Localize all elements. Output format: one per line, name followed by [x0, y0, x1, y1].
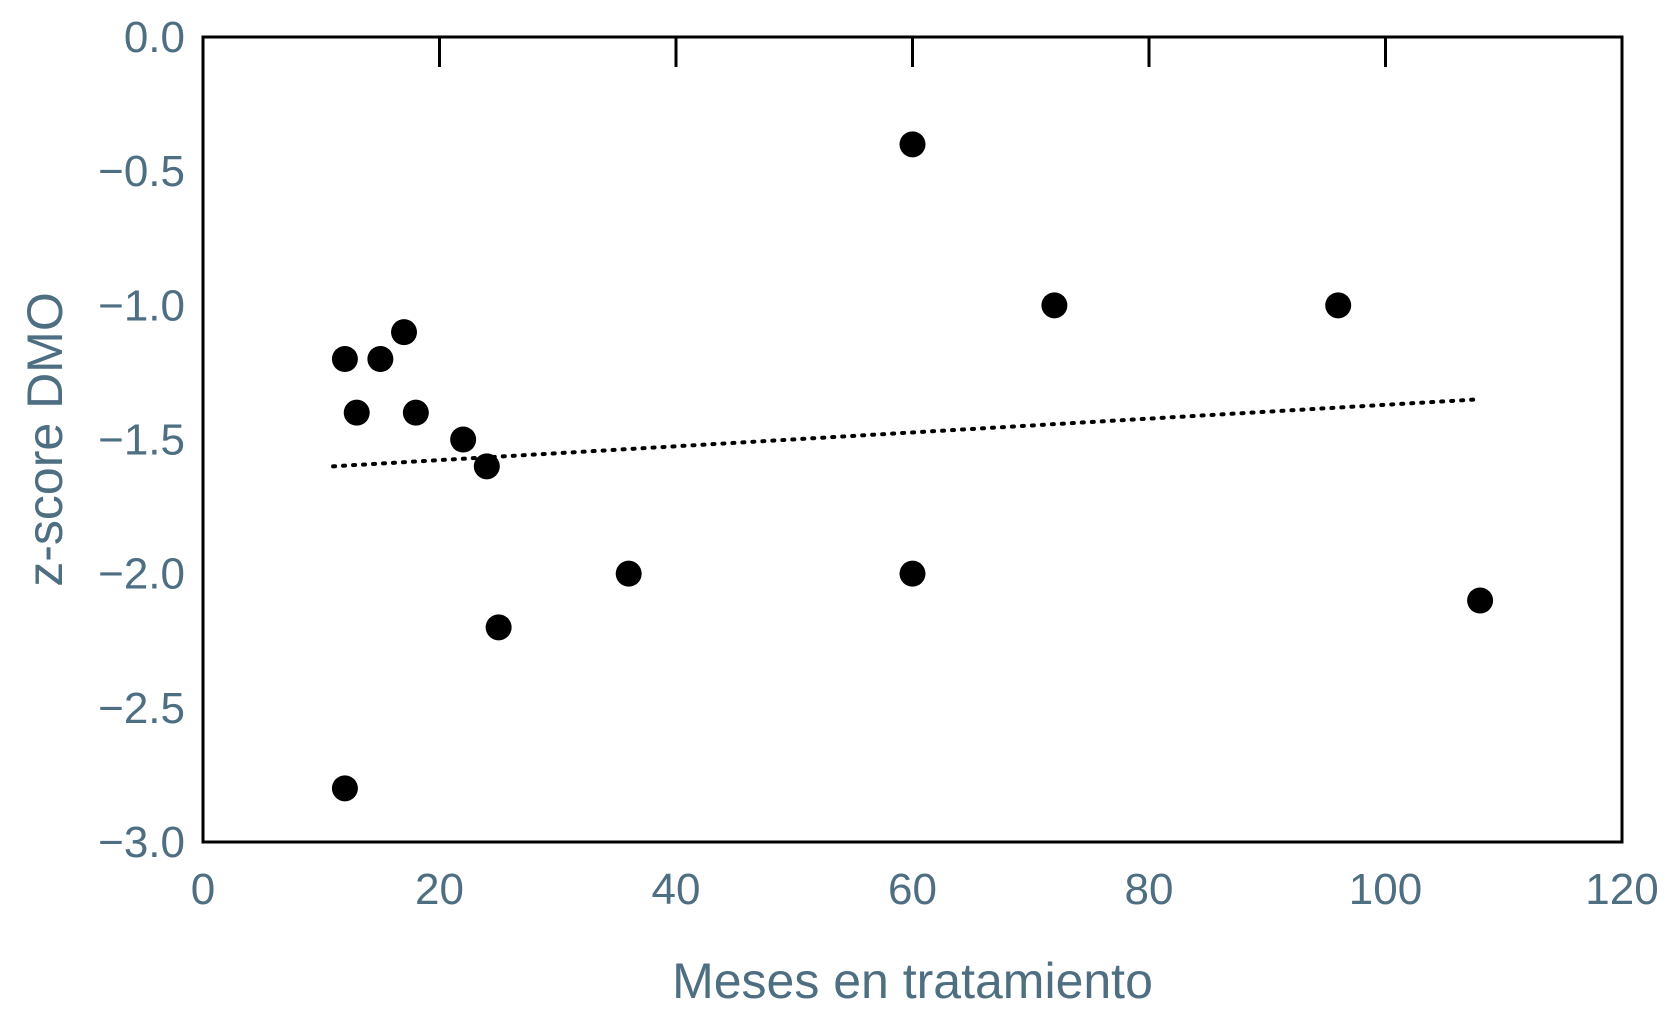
data-point — [402, 399, 429, 426]
x-tick-label: 40 — [652, 865, 701, 914]
x-tick-label: 80 — [1125, 865, 1174, 914]
data-point — [899, 560, 926, 587]
data-point — [485, 614, 512, 641]
y-tick-label: −3.0 — [98, 818, 185, 867]
data-point — [1467, 587, 1494, 614]
y-tick-label: −2.5 — [98, 684, 185, 733]
data-point — [331, 775, 358, 802]
data-point — [331, 346, 358, 372]
y-tick-label: 0.0 — [124, 13, 185, 62]
data-point — [450, 426, 477, 453]
y-tick-label: −1.0 — [98, 281, 185, 330]
data-point — [391, 319, 418, 346]
data-point — [473, 453, 500, 480]
x-tick-label: 20 — [415, 865, 464, 914]
plot-frame — [201, 35, 1624, 844]
data-point — [367, 346, 394, 372]
data-point — [1325, 292, 1352, 319]
x-axis-ticks: 0 20 40 60 80 100 120 — [191, 37, 1659, 914]
y-tick-label: −1.5 — [98, 416, 185, 465]
y-tick-label: −0.5 — [98, 147, 185, 196]
data-point — [343, 399, 370, 426]
y-tick-label: −2.0 — [98, 550, 185, 599]
x-tick-label: 120 — [1585, 865, 1658, 914]
x-tick-label: 60 — [888, 865, 937, 914]
x-tick-label: 0 — [191, 865, 215, 914]
x-axis-title: Meses en tratamiento — [672, 953, 1153, 1009]
data-point — [1041, 292, 1068, 319]
x-tick-label: 100 — [1349, 865, 1422, 914]
data-point — [899, 131, 926, 158]
data-points — [331, 131, 1494, 802]
trendline — [331, 397, 1483, 469]
y-axis-ticks: 0.0 −0.5 −1.0 −1.5 −2.0 −2.5 −3.0 — [98, 13, 185, 867]
y-axis-title: z-score DMO — [17, 292, 73, 586]
data-point — [615, 560, 642, 587]
trendline-group — [331, 397, 1483, 469]
